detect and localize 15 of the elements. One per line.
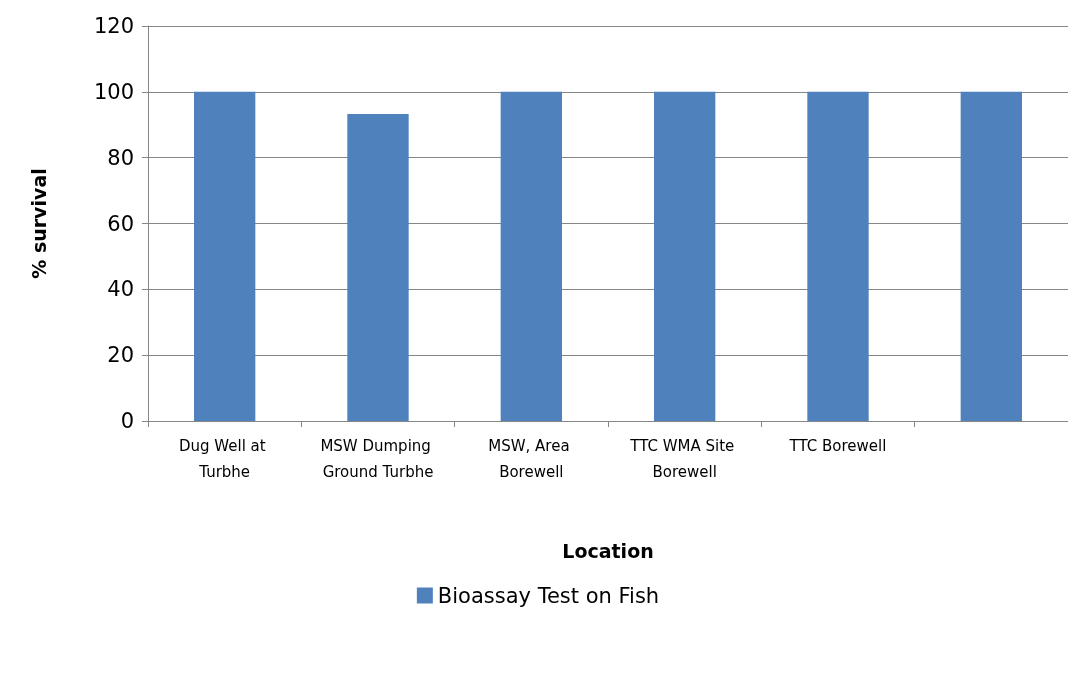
y-tick-label: 0 bbox=[120, 409, 134, 433]
x-tick-label: TTC WMA Site Borewell bbox=[629, 437, 740, 481]
y-tick-label: 100 bbox=[93, 79, 134, 104]
x-tick-label: MSW Dumping Ground Turbhe bbox=[320, 437, 436, 481]
x-tick-label: TTC Borewell bbox=[788, 437, 887, 455]
y-axis-title: % survival bbox=[27, 168, 50, 279]
y-tick-label: 20 bbox=[107, 343, 134, 368]
y-tick-label: 120 bbox=[93, 14, 134, 38]
y-tick-label: 80 bbox=[107, 145, 134, 170]
y-tick-label: 60 bbox=[107, 211, 134, 236]
x-tick-label: MSW, Area Borewell bbox=[488, 437, 575, 481]
x-tick-label: Dug Well at Turbhe bbox=[178, 437, 271, 481]
y-tick-label: 40 bbox=[107, 277, 134, 302]
x-axis-title: Location bbox=[562, 539, 654, 562]
legend-label: Bioassay Test on Fish bbox=[437, 583, 660, 608]
